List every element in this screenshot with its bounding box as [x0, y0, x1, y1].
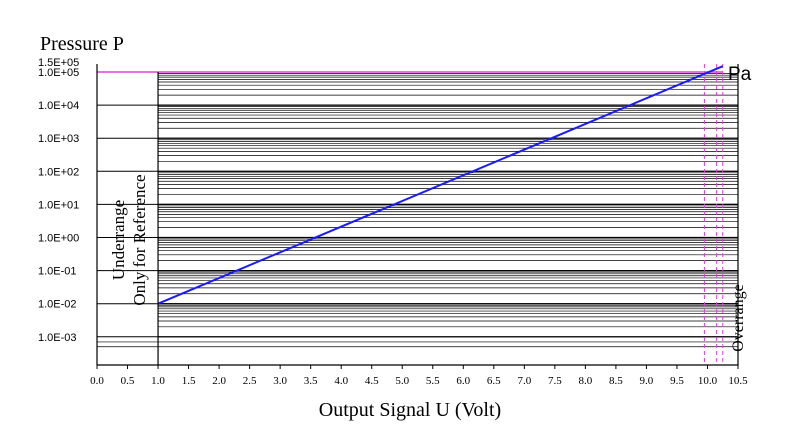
chart-title: Pressure P — [40, 33, 124, 55]
y-tick-label: 1.0E-02 — [38, 299, 77, 311]
x-tick-label: 8.0 — [579, 375, 593, 387]
x-tick-label: 4.5 — [365, 375, 379, 387]
y-tick-label: 1.5E+05 — [38, 57, 79, 69]
x-tick-label: 2.5 — [243, 375, 257, 387]
overrange-label: Overrange — [730, 284, 747, 352]
series-layer — [157, 65, 724, 305]
x-tick-label: 6.5 — [487, 375, 501, 387]
x-tick-label: 5.0 — [395, 375, 409, 387]
x-tick-label: 3.0 — [273, 375, 287, 387]
y-tick-label: 1.0E+05 — [38, 67, 79, 79]
tick-labels: 0.0 0.5 1.0 1.5 2.0 2.5 3.0 3.5 4.0 4.5 5.0 5.5 6.0 6… — [38, 57, 748, 387]
reference-lines — [97, 64, 724, 365]
y-tick-label: 1.0E-03 — [38, 332, 77, 344]
x-tick-label: 6.0 — [456, 375, 470, 387]
x-tick-label: 4.0 — [334, 375, 348, 387]
series-line — [157, 65, 724, 305]
underrange-label: Underrange — [109, 200, 128, 280]
y-tick-label: 1.0E+01 — [38, 199, 79, 211]
y-tick-label: 1.0E+02 — [38, 166, 79, 178]
x-tick-label: 0.5 — [121, 375, 135, 387]
x-tick-label: 1.0 — [151, 375, 165, 387]
x-tick-label: 10.5 — [728, 375, 748, 387]
x-tick-label: 8.5 — [609, 375, 623, 387]
x-tick-label: 2.0 — [212, 375, 226, 387]
x-axis-label: Output Signal U (Volt) — [319, 399, 501, 421]
x-tick-label: 3.5 — [304, 375, 318, 387]
axes — [96, 64, 739, 366]
x-tick-label: 1.5 — [182, 375, 196, 387]
x-tick-label: 0.0 — [90, 375, 104, 387]
y-tick-label: 1.0E+03 — [38, 133, 79, 145]
x-tick-label: 10.0 — [698, 375, 718, 387]
x-tick-label: 5.5 — [426, 375, 440, 387]
x-tick-label: 7.0 — [517, 375, 531, 387]
reference-only-label: Only for Reference — [130, 174, 149, 305]
x-tick-label: 9.5 — [670, 375, 684, 387]
y-tick-label: 1.0E+04 — [38, 100, 79, 112]
grid-lines — [97, 73, 738, 348]
x-tick-label: 9.0 — [640, 375, 654, 387]
y-tick-label: 1.0E+00 — [38, 233, 79, 245]
unit-label: Pa — [728, 64, 752, 85]
x-tick-label: 7.5 — [548, 375, 562, 387]
y-tick-label: 1.0E-01 — [38, 266, 77, 278]
